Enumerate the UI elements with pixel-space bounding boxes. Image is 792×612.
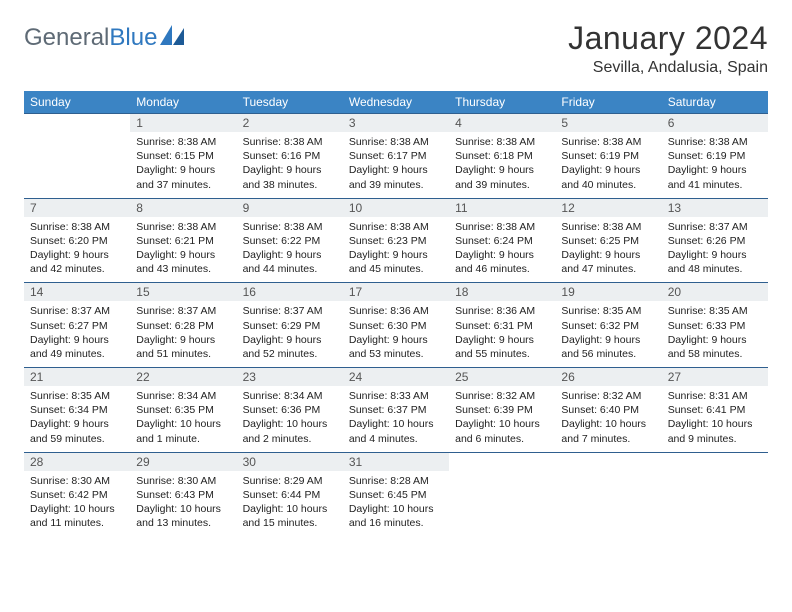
day-content-cell: Sunrise: 8:38 AMSunset: 6:22 PMDaylight:… xyxy=(237,217,343,283)
weekday-header: Tuesday xyxy=(237,91,343,114)
day-content-cell: Sunrise: 8:30 AMSunset: 6:43 PMDaylight:… xyxy=(130,471,236,537)
day-content-cell xyxy=(449,471,555,537)
day-number-cell: 20 xyxy=(662,283,768,302)
day-content-cell: Sunrise: 8:38 AMSunset: 6:25 PMDaylight:… xyxy=(555,217,661,283)
day-content-cell: Sunrise: 8:38 AMSunset: 6:19 PMDaylight:… xyxy=(662,132,768,198)
day-number-cell: 7 xyxy=(24,198,130,217)
day-content-cell: Sunrise: 8:38 AMSunset: 6:23 PMDaylight:… xyxy=(343,217,449,283)
day-content-cell: Sunrise: 8:38 AMSunset: 6:16 PMDaylight:… xyxy=(237,132,343,198)
day-content-cell: Sunrise: 8:38 AMSunset: 6:24 PMDaylight:… xyxy=(449,217,555,283)
day-number-cell: 15 xyxy=(130,283,236,302)
day-content-cell: Sunrise: 8:32 AMSunset: 6:39 PMDaylight:… xyxy=(449,386,555,452)
day-content-cell: Sunrise: 8:32 AMSunset: 6:40 PMDaylight:… xyxy=(555,386,661,452)
brand-part2: Blue xyxy=(109,24,157,51)
day-number-cell: 1 xyxy=(130,114,236,133)
day-number-cell: 25 xyxy=(449,368,555,387)
brand-logo: GeneralBlue xyxy=(24,24,186,52)
day-content-cell: Sunrise: 8:38 AMSunset: 6:21 PMDaylight:… xyxy=(130,217,236,283)
weekday-header: Sunday xyxy=(24,91,130,114)
day-content-cell xyxy=(662,471,768,537)
day-number-cell: 5 xyxy=(555,114,661,133)
sail-icon xyxy=(160,25,186,52)
day-number-cell: 26 xyxy=(555,368,661,387)
day-number-cell: 8 xyxy=(130,198,236,217)
day-content-row: Sunrise: 8:35 AMSunset: 6:34 PMDaylight:… xyxy=(24,386,768,452)
day-number-cell xyxy=(24,114,130,133)
day-number-row: 78910111213 xyxy=(24,198,768,217)
day-number-cell: 2 xyxy=(237,114,343,133)
day-content-cell: Sunrise: 8:34 AMSunset: 6:35 PMDaylight:… xyxy=(130,386,236,452)
day-number-cell: 18 xyxy=(449,283,555,302)
day-number-cell: 13 xyxy=(662,198,768,217)
day-number-cell: 31 xyxy=(343,452,449,471)
day-content-row: Sunrise: 8:37 AMSunset: 6:27 PMDaylight:… xyxy=(24,301,768,367)
day-content-cell: Sunrise: 8:37 AMSunset: 6:26 PMDaylight:… xyxy=(662,217,768,283)
brand-part1: General xyxy=(24,24,109,51)
month-title: January 2024 xyxy=(568,20,768,57)
weekday-header: Saturday xyxy=(662,91,768,114)
day-number-cell: 24 xyxy=(343,368,449,387)
day-content-cell: Sunrise: 8:38 AMSunset: 6:18 PMDaylight:… xyxy=(449,132,555,198)
day-content-cell: Sunrise: 8:35 AMSunset: 6:34 PMDaylight:… xyxy=(24,386,130,452)
day-content-cell: Sunrise: 8:38 AMSunset: 6:17 PMDaylight:… xyxy=(343,132,449,198)
title-block: January 2024 Sevilla, Andalusia, Spain xyxy=(568,20,768,77)
day-content-row: Sunrise: 8:30 AMSunset: 6:42 PMDaylight:… xyxy=(24,471,768,537)
location-subtitle: Sevilla, Andalusia, Spain xyxy=(568,59,768,77)
day-number-row: 14151617181920 xyxy=(24,283,768,302)
day-content-cell: Sunrise: 8:31 AMSunset: 6:41 PMDaylight:… xyxy=(662,386,768,452)
day-content-row: Sunrise: 8:38 AMSunset: 6:20 PMDaylight:… xyxy=(24,217,768,283)
day-number-cell: 30 xyxy=(237,452,343,471)
day-number-cell: 19 xyxy=(555,283,661,302)
day-content-cell: Sunrise: 8:37 AMSunset: 6:27 PMDaylight:… xyxy=(24,301,130,367)
day-number-cell: 17 xyxy=(343,283,449,302)
day-number-cell: 21 xyxy=(24,368,130,387)
day-number-row: 123456 xyxy=(24,114,768,133)
weekday-header: Wednesday xyxy=(343,91,449,114)
day-number-cell: 4 xyxy=(449,114,555,133)
day-number-cell: 11 xyxy=(449,198,555,217)
weekday-header: Monday xyxy=(130,91,236,114)
day-content-cell: Sunrise: 8:35 AMSunset: 6:32 PMDaylight:… xyxy=(555,301,661,367)
weekday-header: Thursday xyxy=(449,91,555,114)
day-number-cell xyxy=(662,452,768,471)
day-number-cell: 10 xyxy=(343,198,449,217)
day-number-cell: 12 xyxy=(555,198,661,217)
day-content-cell: Sunrise: 8:36 AMSunset: 6:30 PMDaylight:… xyxy=(343,301,449,367)
day-number-cell xyxy=(449,452,555,471)
day-number-cell: 9 xyxy=(237,198,343,217)
weekday-header: Friday xyxy=(555,91,661,114)
calendar-table: SundayMondayTuesdayWednesdayThursdayFrid… xyxy=(24,91,768,536)
day-number-cell xyxy=(555,452,661,471)
day-number-cell: 28 xyxy=(24,452,130,471)
day-content-row: Sunrise: 8:38 AMSunset: 6:15 PMDaylight:… xyxy=(24,132,768,198)
day-content-cell: Sunrise: 8:34 AMSunset: 6:36 PMDaylight:… xyxy=(237,386,343,452)
day-content-cell: Sunrise: 8:36 AMSunset: 6:31 PMDaylight:… xyxy=(449,301,555,367)
day-number-cell: 6 xyxy=(662,114,768,133)
day-number-cell: 23 xyxy=(237,368,343,387)
day-number-row: 28293031 xyxy=(24,452,768,471)
day-content-cell: Sunrise: 8:38 AMSunset: 6:20 PMDaylight:… xyxy=(24,217,130,283)
day-content-cell: Sunrise: 8:29 AMSunset: 6:44 PMDaylight:… xyxy=(237,471,343,537)
day-content-cell: Sunrise: 8:33 AMSunset: 6:37 PMDaylight:… xyxy=(343,386,449,452)
weekday-header-row: SundayMondayTuesdayWednesdayThursdayFrid… xyxy=(24,91,768,114)
day-number-cell: 27 xyxy=(662,368,768,387)
day-number-cell: 3 xyxy=(343,114,449,133)
day-content-cell xyxy=(555,471,661,537)
day-number-row: 21222324252627 xyxy=(24,368,768,387)
brand-text: GeneralBlue xyxy=(24,24,157,52)
day-content-cell: Sunrise: 8:30 AMSunset: 6:42 PMDaylight:… xyxy=(24,471,130,537)
page-header: GeneralBlue January 2024 Sevilla, Andalu… xyxy=(24,20,768,77)
day-content-cell xyxy=(24,132,130,198)
day-content-cell: Sunrise: 8:35 AMSunset: 6:33 PMDaylight:… xyxy=(662,301,768,367)
day-content-cell: Sunrise: 8:38 AMSunset: 6:15 PMDaylight:… xyxy=(130,132,236,198)
day-content-cell: Sunrise: 8:38 AMSunset: 6:19 PMDaylight:… xyxy=(555,132,661,198)
day-content-cell: Sunrise: 8:28 AMSunset: 6:45 PMDaylight:… xyxy=(343,471,449,537)
day-number-cell: 22 xyxy=(130,368,236,387)
day-number-cell: 29 xyxy=(130,452,236,471)
day-number-cell: 14 xyxy=(24,283,130,302)
day-number-cell: 16 xyxy=(237,283,343,302)
day-content-cell: Sunrise: 8:37 AMSunset: 6:29 PMDaylight:… xyxy=(237,301,343,367)
day-content-cell: Sunrise: 8:37 AMSunset: 6:28 PMDaylight:… xyxy=(130,301,236,367)
